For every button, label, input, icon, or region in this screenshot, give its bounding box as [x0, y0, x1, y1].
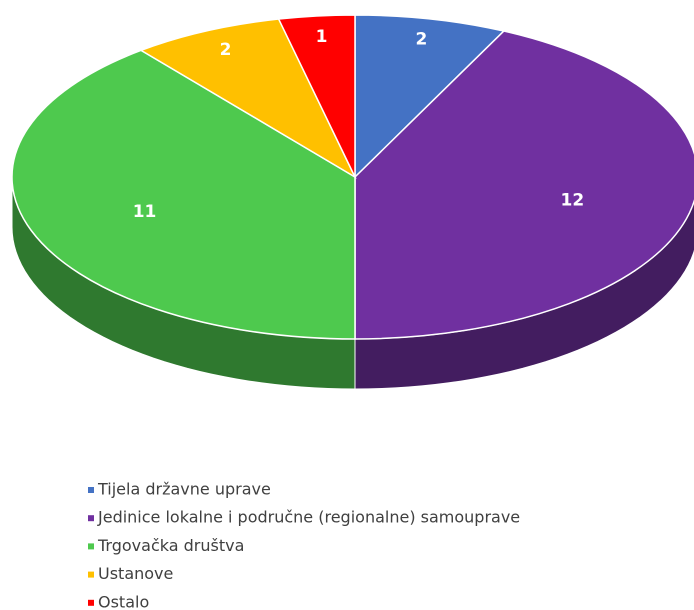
legend-label: Trgovačka društva — [97, 536, 244, 555]
legend-marker — [88, 543, 94, 550]
legend-label: Jedinice lokalne i područne (regionalne)… — [97, 508, 520, 527]
data-label: 12 — [561, 190, 585, 210]
data-label: 2 — [220, 40, 232, 60]
slice — [277, 14, 356, 178]
slice — [139, 18, 357, 179]
slice — [354, 14, 506, 179]
legend-label: Ustanove — [98, 564, 173, 583]
data-label: 1 — [316, 27, 328, 47]
data-label: 2 — [415, 30, 427, 50]
legend-label: Tijela državne uprave — [97, 480, 271, 499]
legend-marker — [88, 599, 94, 606]
legend-marker — [88, 487, 94, 493]
slice — [11, 49, 356, 340]
legend-marker — [88, 515, 94, 522]
slice — [354, 30, 694, 340]
legend-marker — [88, 571, 94, 578]
legend-label: Ostalo — [98, 592, 149, 610]
data-label: 11 — [133, 202, 157, 222]
